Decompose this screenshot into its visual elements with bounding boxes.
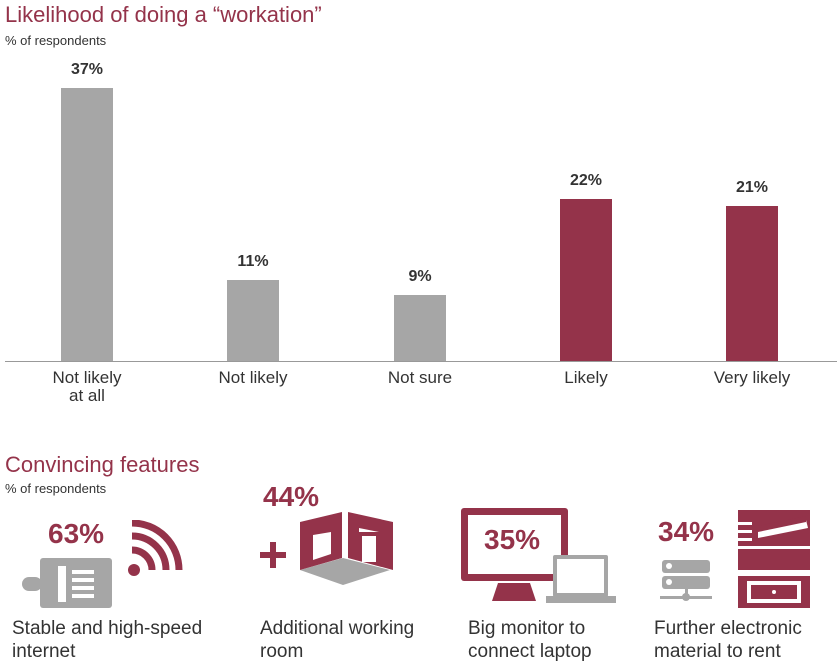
room-icon: [260, 512, 393, 585]
data-label: 11%: [237, 252, 269, 270]
data-label: 37%: [70, 61, 104, 78]
monitor-laptop-icon: [461, 508, 616, 603]
ethernet-wifi-icon: [22, 520, 183, 608]
bar: [61, 88, 113, 361]
category-label-line: Likely: [564, 368, 608, 387]
feature-label-line: internet: [12, 641, 76, 662]
feature-label-line: Additional working: [260, 618, 415, 639]
chart-title: Likelihood of doing a “workation”: [5, 2, 322, 27]
feature-label: Further electronic material to rent: [654, 617, 802, 663]
feature-value: 34%: [658, 516, 715, 547]
feature-label: Stable and high-speed internet: [12, 617, 202, 663]
feature-label: Additional working room: [260, 617, 414, 663]
feature-label-line: Big monitor to: [468, 618, 586, 639]
category-label-line: at all: [69, 386, 105, 405]
data-label: 21%: [735, 179, 769, 197]
bar: [560, 198, 612, 361]
feature-label-line: connect laptop: [468, 641, 592, 662]
feature-label-line: Further electronic: [654, 618, 802, 639]
x-axis-line: [5, 361, 837, 362]
feature-label-line: room: [260, 641, 304, 662]
feature-value: 63%: [48, 518, 105, 549]
category-label: Likely: [516, 369, 656, 387]
category-label-line: Not likely: [52, 368, 122, 387]
feature-label: Big monitor to connect laptop: [468, 617, 592, 663]
category-label: Not sure: [350, 369, 490, 387]
chart-subtitle: % of respondents: [5, 33, 107, 48]
data-label: 9%: [408, 267, 432, 285]
category-label-line: Very likely: [713, 368, 791, 387]
feature-label-line: Stable and high-speed: [12, 618, 203, 639]
category-label: Not likely: [183, 369, 323, 387]
features-subtitle: % of respondents: [5, 481, 107, 496]
feature-value: 35%: [484, 524, 541, 555]
category-label: Very likely: [682, 369, 822, 387]
feature-label-line: material to rent: [654, 641, 781, 662]
data-label: 22%: [569, 171, 603, 189]
feature-value: 44%: [263, 481, 320, 512]
category-label-line: Not sure: [387, 368, 453, 387]
bar: [227, 279, 279, 361]
printer-server-icon: [660, 510, 810, 608]
features-title: Convincing features: [5, 452, 200, 477]
category-label-line: Not likely: [218, 368, 288, 387]
category-label: Not likely at all: [17, 369, 157, 405]
bar: [726, 206, 778, 361]
bar: [394, 294, 446, 361]
